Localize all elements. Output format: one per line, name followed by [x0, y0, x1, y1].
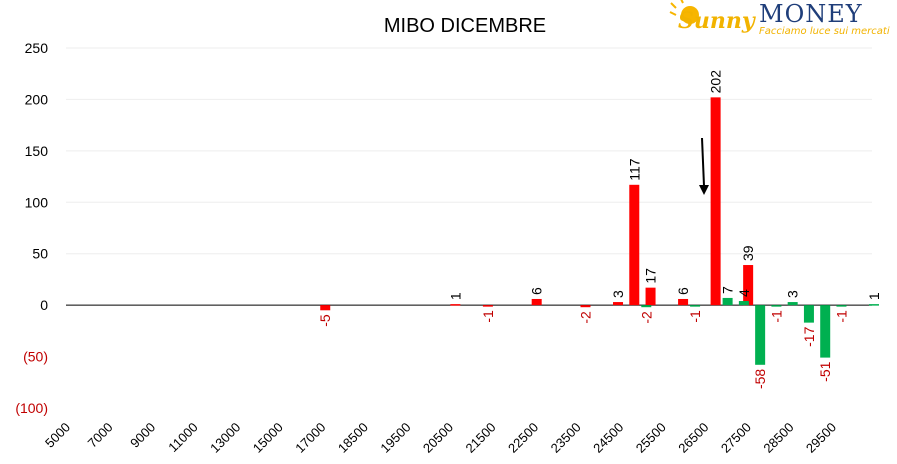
bar-red	[580, 305, 591, 308]
x-tick-label: 20500	[420, 420, 456, 456]
data-label: 1	[447, 292, 463, 300]
data-label: -1	[768, 310, 784, 323]
data-label: 39	[740, 245, 756, 261]
x-tick-label: 25500	[633, 420, 669, 456]
data-label: 3	[785, 290, 801, 298]
bar-red	[320, 305, 331, 311]
data-label: 6	[675, 287, 691, 295]
bar-red	[629, 184, 640, 306]
bar-red	[678, 298, 689, 306]
bar-red	[613, 302, 624, 306]
gridlines	[66, 47, 872, 255]
data-label: -1	[687, 310, 703, 323]
logo-word-sunny: Sunny	[678, 8, 757, 34]
bar-green	[803, 305, 814, 323]
bar-green	[820, 305, 831, 358]
x-tick-label: 29500	[803, 420, 839, 456]
y-tick-label: 200	[25, 91, 49, 107]
bars	[320, 97, 879, 365]
x-tick-label: 21500	[463, 420, 499, 456]
bar-green	[869, 304, 879, 306]
x-tick-label: 5000	[42, 420, 73, 451]
bar-red	[710, 97, 721, 306]
data-label: 4	[736, 289, 752, 297]
y-tick-label: 250	[25, 40, 49, 56]
data-label: -17	[801, 326, 817, 346]
data-label: 17	[643, 268, 659, 284]
data-label: -2	[638, 311, 654, 324]
x-tick-label: 26500	[675, 420, 711, 456]
y-tick-label: (50)	[23, 349, 48, 365]
logo-word-money: MONEY	[759, 0, 863, 28]
bar-green	[755, 305, 766, 365]
y-tick-label: 0	[40, 297, 48, 313]
x-tick-label: 19500	[377, 420, 413, 456]
x-tick-label: 7000	[85, 420, 116, 451]
data-label: 117	[626, 158, 642, 181]
data-label: 3	[610, 290, 626, 298]
y-axis: 250 200 150 100 50 0 (50) (100)	[15, 40, 48, 416]
y-tick-label: 100	[25, 194, 49, 210]
bar-red	[645, 287, 656, 306]
bar-green	[722, 297, 733, 306]
x-tick-label: 15000	[250, 420, 286, 456]
logo-tagline: Facciamo luce sui mercati	[759, 26, 890, 37]
sun-icon	[669, 0, 699, 24]
data-label: 7	[720, 286, 736, 294]
data-label: 1	[866, 292, 882, 300]
bar-red	[743, 265, 754, 306]
data-label: -5	[317, 314, 333, 327]
y-tick-label: 150	[25, 143, 49, 159]
x-axis: 5000 7000 9000 11000 13000 15000 17000 18500 195…	[42, 304, 872, 456]
bar-green	[690, 305, 701, 307]
bar-green	[836, 305, 847, 307]
y-tick-label: (100)	[15, 400, 48, 416]
bar-red	[482, 305, 493, 307]
down-arrow-icon	[699, 137, 709, 195]
data-label: -1	[833, 310, 849, 323]
x-tick-label: 11000	[165, 420, 200, 455]
x-tick-label: 22500	[505, 420, 541, 456]
logo: Sunny MONEY Facciamo luce sui mercati	[669, 0, 890, 37]
data-label: -1	[480, 310, 496, 323]
x-tick-label: 18500	[335, 420, 371, 456]
bar-green	[641, 305, 652, 308]
data-label: 202	[708, 70, 724, 94]
x-tick-label: 28500	[760, 420, 796, 456]
bar-red	[450, 304, 461, 306]
x-tick-label: 27500	[718, 420, 754, 456]
x-tick-label: 13000	[207, 420, 243, 456]
x-tick-label: 17000	[292, 420, 328, 456]
data-label: -58	[752, 369, 768, 389]
data-label: -51	[817, 361, 833, 381]
y-tick-label: 50	[32, 246, 48, 262]
x-tick-label: 23500	[548, 420, 584, 456]
x-tick-label: 24500	[590, 420, 626, 456]
bar-green	[771, 305, 782, 307]
data-label: 6	[529, 287, 545, 295]
bar-green	[738, 301, 749, 306]
x-tick-label: 9000	[127, 420, 158, 451]
bar-green	[787, 302, 798, 306]
chart-title: MIBO DICEMBRE	[384, 15, 546, 37]
data-label: -2	[577, 311, 593, 324]
bar-red	[531, 298, 542, 306]
